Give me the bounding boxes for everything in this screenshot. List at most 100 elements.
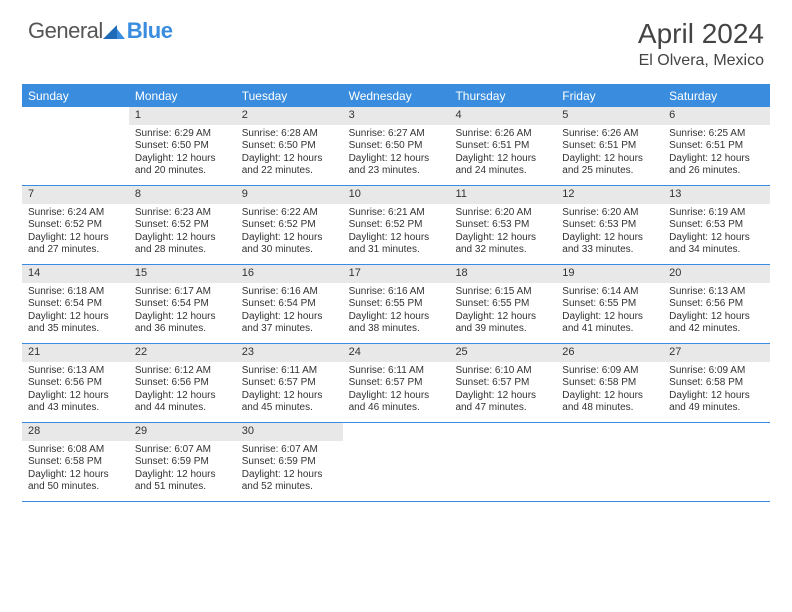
sunset-line: Sunset: 6:59 PM <box>242 456 337 469</box>
sunrise-line: Sunrise: 6:11 AM <box>242 365 337 378</box>
day-cell: 15Sunrise: 6:17 AMSunset: 6:54 PMDayligh… <box>129 265 236 343</box>
day-number: 6 <box>663 107 770 125</box>
day-header-row: Sunday Monday Tuesday Wednesday Thursday… <box>22 85 770 107</box>
day-details: Sunrise: 6:19 AMSunset: 6:53 PMDaylight:… <box>663 204 770 261</box>
day-number: 9 <box>236 186 343 204</box>
sunrise-line: Sunrise: 6:27 AM <box>349 128 444 141</box>
day-details: Sunrise: 6:09 AMSunset: 6:58 PMDaylight:… <box>556 362 663 419</box>
day-number: 29 <box>129 423 236 441</box>
daylight-line: Daylight: 12 hours and 26 minutes. <box>669 153 764 178</box>
sunset-line: Sunset: 6:54 PM <box>28 298 123 311</box>
day-cell: 26Sunrise: 6:09 AMSunset: 6:58 PMDayligh… <box>556 344 663 422</box>
sunrise-line: Sunrise: 6:26 AM <box>455 128 550 141</box>
sunrise-line: Sunrise: 6:22 AM <box>242 207 337 220</box>
week-row: 28 Sunrise: 6:08 AMSunset: 6:58 PMDayligh… <box>22 423 770 502</box>
day-details: Sunrise: 6:24 AMSunset: 6:52 PMDaylight:… <box>22 204 129 261</box>
sunrise-line: Sunrise: 6:20 AM <box>455 207 550 220</box>
day-cell: 5Sunrise: 6:26 AMSunset: 6:51 PMDaylight… <box>556 107 663 185</box>
day-cell: .. <box>449 423 556 501</box>
daylight-line: Daylight: 12 hours and 50 minutes. <box>28 469 123 494</box>
sunset-line: Sunset: 6:50 PM <box>242 140 337 153</box>
sunset-line: Sunset: 6:56 PM <box>669 298 764 311</box>
day-details: Sunrise: 6:09 AMSunset: 6:58 PMDaylight:… <box>663 362 770 419</box>
day-header-fri: Friday <box>556 85 663 107</box>
day-cell: 10Sunrise: 6:21 AMSunset: 6:52 PMDayligh… <box>343 186 450 264</box>
day-cell: .. <box>556 423 663 501</box>
daylight-line: Daylight: 12 hours and 35 minutes. <box>28 311 123 336</box>
day-cell: 18Sunrise: 6:15 AMSunset: 6:55 PMDayligh… <box>449 265 556 343</box>
day-cell: 12Sunrise: 6:20 AMSunset: 6:53 PMDayligh… <box>556 186 663 264</box>
day-cell: .. <box>663 423 770 501</box>
day-number: 21 <box>22 344 129 362</box>
day-cell: .. <box>343 423 450 501</box>
day-number: 30 <box>236 423 343 441</box>
day-number: 19 <box>556 265 663 283</box>
day-details: Sunrise: 6:11 AMSunset: 6:57 PMDaylight:… <box>236 362 343 419</box>
daylight-line: Daylight: 12 hours and 28 minutes. <box>135 232 230 257</box>
month-title: April 2024 <box>638 18 764 50</box>
day-details: Sunrise: 6:13 AMSunset: 6:56 PMDaylight:… <box>22 362 129 419</box>
day-details: Sunrise: 6:16 AMSunset: 6:54 PMDaylight:… <box>236 283 343 340</box>
week-row: ..1Sunrise: 6:29 AMSunset: 6:50 PMDaylig… <box>22 107 770 186</box>
day-number: 27 <box>663 344 770 362</box>
day-details: Sunrise: 6:26 AMSunset: 6:51 PMDaylight:… <box>556 125 663 182</box>
daylight-line: Daylight: 12 hours and 43 minutes. <box>28 390 123 415</box>
sunrise-line: Sunrise: 6:08 AM <box>28 444 123 457</box>
logo-text-general: General <box>28 18 103 44</box>
sunrise-line: Sunrise: 6:28 AM <box>242 128 337 141</box>
sunrise-line: Sunrise: 6:09 AM <box>562 365 657 378</box>
logo: General Blue <box>28 18 172 44</box>
sunrise-line: Sunrise: 6:24 AM <box>28 207 123 220</box>
day-cell: 6Sunrise: 6:25 AMSunset: 6:51 PMDaylight… <box>663 107 770 185</box>
day-details: Sunrise: 6:14 AMSunset: 6:55 PMDaylight:… <box>556 283 663 340</box>
day-details: Sunrise: 6:16 AMSunset: 6:55 PMDaylight:… <box>343 283 450 340</box>
day-cell: 21Sunrise: 6:13 AMSunset: 6:56 PMDayligh… <box>22 344 129 422</box>
day-details: Sunrise: 6:20 AMSunset: 6:53 PMDaylight:… <box>449 204 556 261</box>
sunset-line: Sunset: 6:55 PM <box>562 298 657 311</box>
daylight-line: Daylight: 12 hours and 47 minutes. <box>455 390 550 415</box>
day-cell: 3Sunrise: 6:27 AMSunset: 6:50 PMDaylight… <box>343 107 450 185</box>
day-cell: 19Sunrise: 6:14 AMSunset: 6:55 PMDayligh… <box>556 265 663 343</box>
day-details: Sunrise: 6:28 AMSunset: 6:50 PMDaylight:… <box>236 125 343 182</box>
sunset-line: Sunset: 6:51 PM <box>455 140 550 153</box>
day-cell: 7Sunrise: 6:24 AMSunset: 6:52 PMDaylight… <box>22 186 129 264</box>
sunrise-line: Sunrise: 6:16 AM <box>242 286 337 299</box>
day-details: Sunrise: 6:12 AMSunset: 6:56 PMDaylight:… <box>129 362 236 419</box>
day-number: 4 <box>449 107 556 125</box>
day-details: Sunrise: 6:20 AMSunset: 6:53 PMDaylight:… <box>556 204 663 261</box>
daylight-line: Daylight: 12 hours and 38 minutes. <box>349 311 444 336</box>
day-details: Sunrise: 6:23 AMSunset: 6:52 PMDaylight:… <box>129 204 236 261</box>
daylight-line: Daylight: 12 hours and 27 minutes. <box>28 232 123 257</box>
daylight-line: Daylight: 12 hours and 23 minutes. <box>349 153 444 178</box>
daylight-line: Daylight: 12 hours and 37 minutes. <box>242 311 337 336</box>
day-cell: 14Sunrise: 6:18 AMSunset: 6:54 PMDayligh… <box>22 265 129 343</box>
sunset-line: Sunset: 6:50 PM <box>349 140 444 153</box>
sunrise-line: Sunrise: 6:11 AM <box>349 365 444 378</box>
sunset-line: Sunset: 6:58 PM <box>28 456 123 469</box>
day-header-wed: Wednesday <box>343 85 450 107</box>
day-cell: 4Sunrise: 6:26 AMSunset: 6:51 PMDaylight… <box>449 107 556 185</box>
day-number: 22 <box>129 344 236 362</box>
day-header-sun: Sunday <box>22 85 129 107</box>
day-number: 1 <box>129 107 236 125</box>
daylight-line: Daylight: 12 hours and 20 minutes. <box>135 153 230 178</box>
sunrise-line: Sunrise: 6:16 AM <box>349 286 444 299</box>
sunset-line: Sunset: 6:57 PM <box>455 377 550 390</box>
daylight-line: Daylight: 12 hours and 34 minutes. <box>669 232 764 257</box>
day-number: 28 <box>22 423 129 441</box>
daylight-line: Daylight: 12 hours and 48 minutes. <box>562 390 657 415</box>
day-cell: 28 Sunrise: 6:08 AMSunset: 6:58 PMDayligh… <box>22 423 129 501</box>
day-cell: 30Sunrise: 6:07 AMSunset: 6:59 PMDayligh… <box>236 423 343 501</box>
sunset-line: Sunset: 6:54 PM <box>135 298 230 311</box>
header: General Blue April 2024 El Olvera, Mexic… <box>0 0 792 76</box>
daylight-line: Daylight: 12 hours and 49 minutes. <box>669 390 764 415</box>
day-cell: .. <box>22 107 129 185</box>
sunset-line: Sunset: 6:55 PM <box>455 298 550 311</box>
day-number: 23 <box>236 344 343 362</box>
daylight-line: Daylight: 12 hours and 30 minutes. <box>242 232 337 257</box>
sunset-line: Sunset: 6:52 PM <box>28 219 123 232</box>
sunrise-line: Sunrise: 6:13 AM <box>28 365 123 378</box>
sunset-line: Sunset: 6:50 PM <box>135 140 230 153</box>
week-row: 21Sunrise: 6:13 AMSunset: 6:56 PMDayligh… <box>22 344 770 423</box>
day-number: 20 <box>663 265 770 283</box>
